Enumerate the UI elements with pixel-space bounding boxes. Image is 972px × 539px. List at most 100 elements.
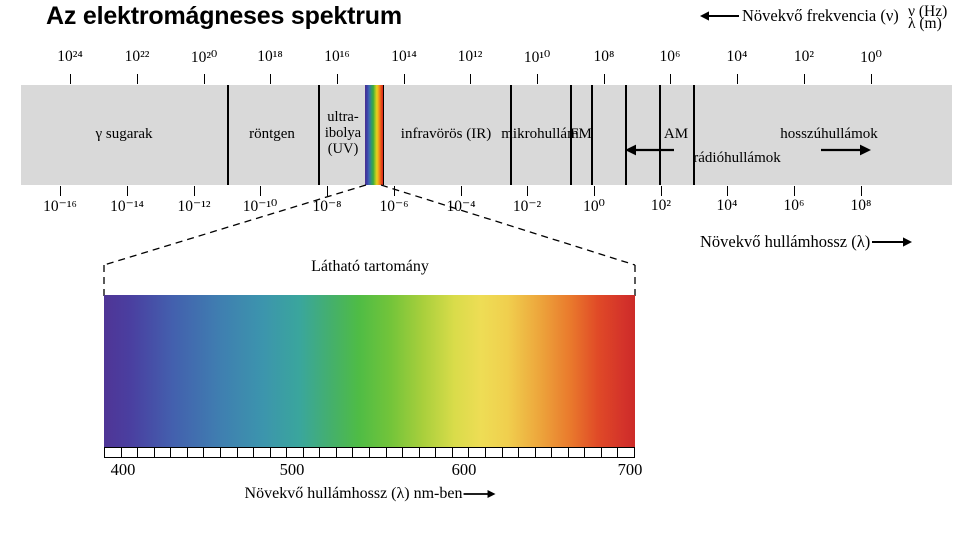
ruler-cell <box>503 448 520 457</box>
wavelength-tick-mark <box>461 186 462 196</box>
wavelength-tick-label: 10⁻² <box>512 198 542 215</box>
wavelength-tick-label: 10² <box>650 197 672 214</box>
ruler-cell <box>204 448 221 457</box>
ruler-cell <box>552 448 569 457</box>
frequency-tick-label: 10²⁴ <box>57 48 83 65</box>
divider-am-end-lower <box>693 143 695 185</box>
frequency-tick-label: 10⁴ <box>726 48 748 65</box>
ruler-cell <box>569 448 586 457</box>
frequency-tick-mark <box>670 74 671 84</box>
ruler-cell <box>469 448 486 457</box>
ruler-cell <box>585 448 602 457</box>
visible-nm-tick-label: 700 <box>617 460 643 479</box>
band-label-ultraviolet: ultra-ibolya (UV) <box>324 109 362 158</box>
frequency-tick-label: 10²² <box>124 48 150 65</box>
wavelength-tick-label: 10⁰ <box>583 198 605 215</box>
band-label-radio: rádióhullámok <box>693 150 781 166</box>
divider-xray-uv <box>318 85 320 185</box>
ruler-cell <box>420 448 437 457</box>
visible-spectrum-gradient <box>104 295 635 447</box>
divider-ir-microwave <box>510 85 512 185</box>
frequency-tick-mark <box>604 74 605 84</box>
electromagnetic-spectrum-band: γ sugarak röntgen ultra-ibolya (UV) infr… <box>21 85 952 185</box>
wavelength-axis: 10⁻¹⁶ 10⁻¹⁴ 10⁻¹² 10⁻¹⁰ 10⁻⁸ 10⁻⁶ 10⁻⁴ 10⁻² 10⁰ 1… <box>0 185 972 225</box>
visible-nm-tick-label: 500 <box>279 460 305 479</box>
wavelength-tick-mark <box>60 186 61 196</box>
visible-nm-tick-label: 600 <box>451 460 477 479</box>
wavelength-tick-label: 10⁸ <box>850 197 872 214</box>
wavelength-tick-mark <box>661 186 662 196</box>
ruler-cell <box>337 448 354 457</box>
frequency-tick-label: 10¹² <box>457 48 483 65</box>
divider-visible-ir <box>383 85 385 185</box>
divider-radio-start-upper <box>625 85 627 143</box>
frequency-tick-mark <box>137 74 138 84</box>
ruler-cell <box>287 448 304 457</box>
wavelength-tick-mark <box>794 186 795 196</box>
frequency-axis-unit: ν (Hz) <box>908 3 948 20</box>
page-title: Az elektromágneses spektrum <box>46 2 402 30</box>
wavelength-tick-label: 10⁻⁸ <box>312 198 342 215</box>
frequency-tick-label: 10² <box>793 48 815 65</box>
radio-arrow-left-icon <box>625 144 674 156</box>
wavelength-tick-label: 10⁴ <box>716 197 738 214</box>
visible-nm-tick-label: 400 <box>110 460 136 479</box>
band-label-gamma: γ sugarak <box>95 126 153 142</box>
ruler-cell <box>171 448 188 457</box>
ruler-cell <box>238 448 255 457</box>
band-label-longwave: hosszúhullámok <box>780 126 878 142</box>
band-label-fm: FM <box>570 126 592 142</box>
wavelength-tick-mark <box>260 186 261 196</box>
frequency-tick-label: 10¹⁶ <box>324 48 350 65</box>
wavelength-tick-mark <box>127 186 128 196</box>
ruler-cell <box>453 448 470 457</box>
arrow-right-icon <box>872 237 913 247</box>
ruler-cell <box>122 448 139 457</box>
wavelength-axis-unit: λ (m) <box>908 15 942 32</box>
wavelength-tick-label: 10⁻¹⁶ <box>43 198 77 215</box>
divider-am-start-upper <box>659 85 661 143</box>
ruler-cell <box>519 448 536 457</box>
frequency-tick-mark <box>537 74 538 84</box>
radio-arrow-right-icon <box>821 144 871 156</box>
wavelength-tick-label: 10⁻⁶ <box>379 198 409 215</box>
increasing-wavelength-annotation: Növekvő hullámhossz (λ) <box>700 232 913 252</box>
divider-microwave-fm <box>570 85 572 185</box>
ruler-cell <box>536 448 553 457</box>
wavelength-tick-mark <box>194 186 195 196</box>
ruler-cell <box>618 448 634 457</box>
wavelength-tick-label: 10⁻¹⁰ <box>242 198 278 215</box>
ruler-cell <box>188 448 205 457</box>
wavelength-tick-label: 10⁻¹⁴ <box>110 198 144 215</box>
wavelength-tick-mark <box>594 186 595 196</box>
wavelength-tick-mark <box>327 186 328 196</box>
visible-range-label: Látható tartomány <box>311 258 429 275</box>
ruler-cell <box>602 448 619 457</box>
divider-fm-end <box>591 85 593 185</box>
band-label-am: AM <box>663 126 689 142</box>
visible-axis-caption-label: Növekvő hullámhossz (λ) nm-ben <box>244 485 463 502</box>
visible-range-callout <box>103 184 636 296</box>
frequency-tick-label: 10¹⁰ <box>523 49 551 66</box>
divider-am-end-upper <box>693 85 695 143</box>
frequency-tick-mark <box>871 74 872 84</box>
ruler-cell <box>221 448 238 457</box>
divider-gamma-xray <box>227 85 229 185</box>
visible-light-strip <box>365 85 383 185</box>
arrow-left-icon <box>700 11 739 21</box>
visible-axis-caption: Növekvő hullámhossz (λ) nm-ben <box>245 485 496 503</box>
frequency-tick-label: 10⁰ <box>860 49 882 66</box>
ruler-cell <box>138 448 155 457</box>
frequency-tick-mark <box>470 74 471 84</box>
frequency-tick-mark <box>804 74 805 84</box>
frequency-axis: 10²⁴ 10²² 10²⁰ 10¹⁸ 10¹⁶ 10¹⁴ 10¹² 10¹⁰ 10⁸ 10⁶ 10… <box>0 48 972 86</box>
ruler-cell <box>370 448 387 457</box>
increasing-frequency-label: Növekvő frekvencia (ν) <box>742 6 899 25</box>
frequency-tick-mark <box>270 74 271 84</box>
band-label-infrared: infravörös (IR) <box>400 126 492 142</box>
divider-radio-start-lower <box>625 143 627 185</box>
ruler-cell <box>254 448 271 457</box>
ruler-cell <box>320 448 337 457</box>
band-label-xray: röntgen <box>249 126 295 142</box>
wavelength-tick-label: 10⁶ <box>783 197 805 214</box>
